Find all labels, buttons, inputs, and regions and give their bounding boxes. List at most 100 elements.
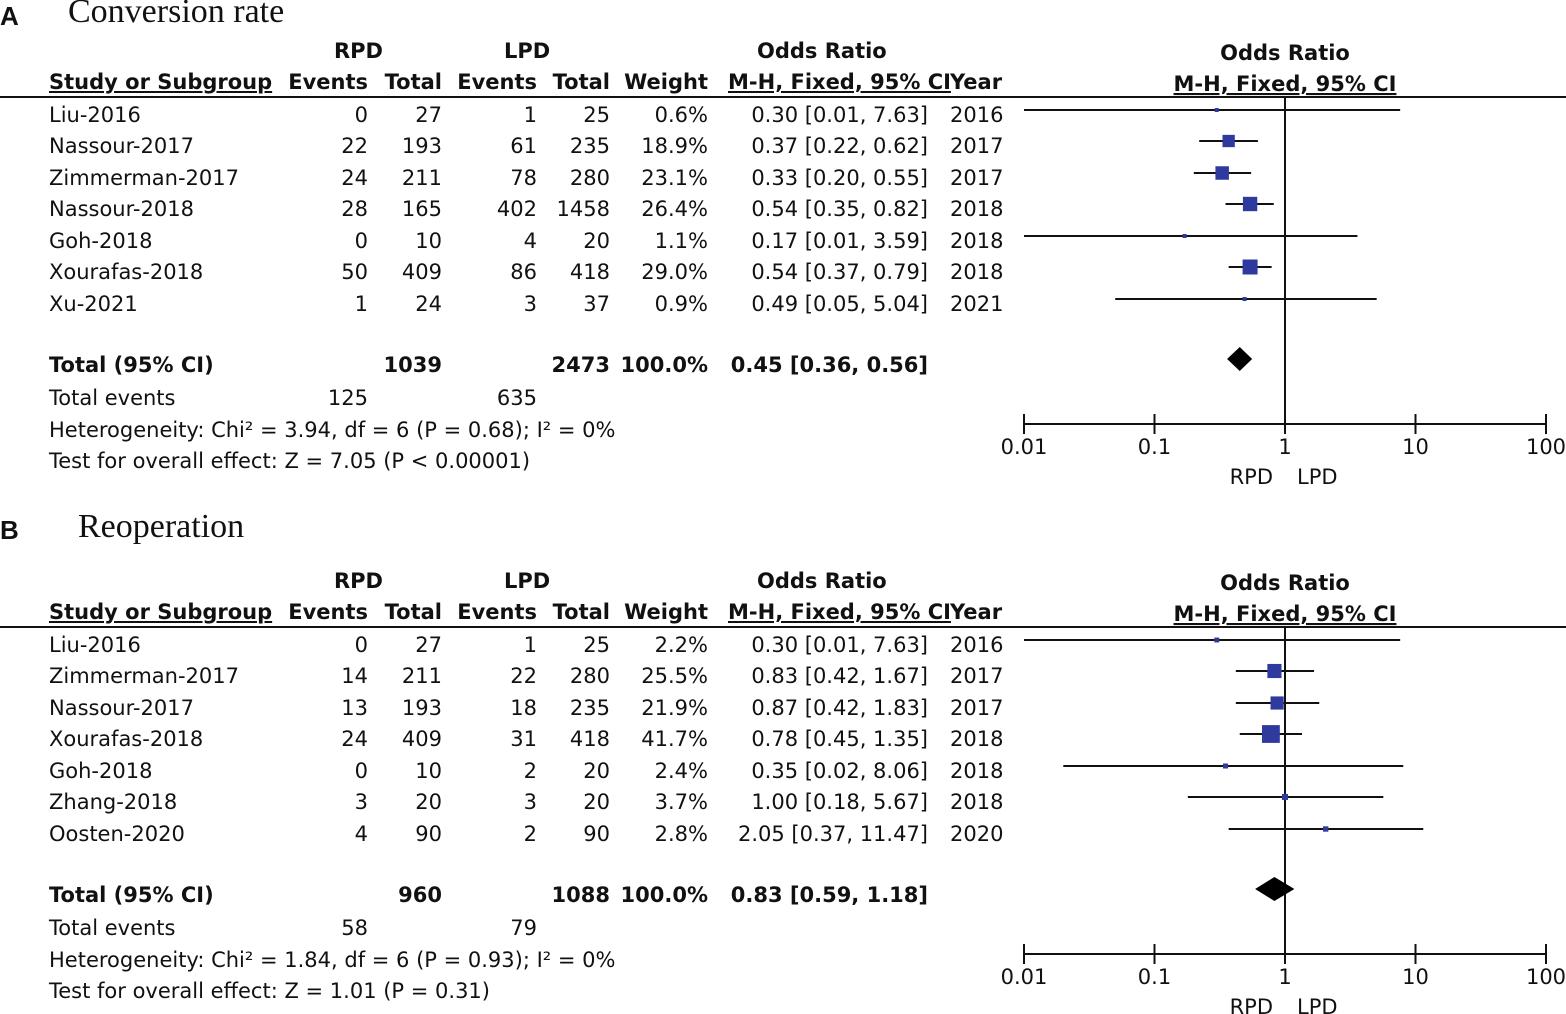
weight: 23.1%: [641, 166, 708, 190]
lpd-events: 31: [510, 727, 537, 751]
rpd-total: 211: [401, 664, 442, 688]
plot-title: Odds Ratio: [1220, 571, 1350, 595]
odds-ratio-ci: 0.17 [0.01, 3.59]: [751, 229, 928, 253]
year: 2017: [950, 166, 1004, 190]
lpd-total: 235: [569, 134, 610, 158]
panel-reoperation: B Reoperation RPD LPD Odds Ratio Study o…: [0, 510, 1566, 1014]
point-estimate-marker: [1222, 134, 1235, 148]
x-tick-label: 0.1: [1138, 965, 1171, 989]
panel-title: Conversion rate: [68, 0, 285, 30]
group-header-lpd: LPD: [504, 569, 551, 593]
rpd-total: 10: [415, 759, 442, 783]
x-tick-label: 0.01: [1001, 965, 1048, 989]
pooled-odds-ratio: 0.45 [0.36, 0.56]: [730, 353, 928, 377]
col-header-lpd-events: Events: [457, 600, 537, 624]
study-name: Zimmerman-2017: [49, 664, 239, 688]
lpd-events: 1: [523, 633, 537, 657]
year: 2018: [950, 790, 1004, 814]
rpd-total: 165: [401, 197, 442, 221]
forest-plot: Odds Ratio M-H, Fixed, 95% CI 0.01 0.1 1 10 10…: [1001, 571, 1566, 1014]
lpd-events: 78: [510, 166, 537, 190]
col-header-weight: Weight: [624, 600, 708, 624]
pooled-diamond: [1255, 877, 1295, 901]
group-header-rpd: RPD: [334, 569, 383, 593]
year: 2018: [950, 759, 1004, 783]
total-weight: 100.0%: [620, 883, 708, 907]
header-rule: [0, 96, 1566, 98]
lpd-total: 25: [583, 633, 610, 657]
year: 2017: [950, 696, 1004, 720]
study-name: Xourafas-2018: [49, 727, 204, 751]
odds-ratio-ci: 0.78 [0.45, 1.35]: [751, 727, 928, 751]
rpd-events: 0: [354, 633, 368, 657]
weight: 18.9%: [641, 134, 708, 158]
point-estimate-marker: [1270, 696, 1284, 710]
rpd-total: 27: [415, 103, 442, 127]
col-header-rpd-events: Events: [288, 70, 368, 94]
rpd-total: 1039: [383, 353, 442, 377]
overall-effect-text: Test for overall effect: Z = 7.05 (P < 0…: [49, 449, 531, 473]
lpd-total: 418: [569, 727, 610, 751]
point-estimate-marker: [1242, 297, 1247, 301]
lpd-events: 61: [510, 134, 537, 158]
rpd-events: 1: [354, 292, 368, 316]
point-estimate-marker: [1262, 725, 1280, 743]
odds-ratio-header: Odds Ratio: [757, 569, 887, 593]
study-name: Xourafas-2018: [49, 260, 204, 284]
rpd-total: 90: [415, 822, 442, 846]
col-header-rpd-total: Total: [384, 70, 442, 94]
odds-ratio-ci: 0.37 [0.22, 0.62]: [751, 134, 928, 158]
panel-conversion-rate: A Conversion rate RPD LPD Odds Ratio Stu…: [0, 0, 1566, 489]
weight: 1.1%: [654, 229, 708, 253]
odds-ratio-ci: 0.33 [0.20, 0.55]: [751, 166, 928, 190]
weight: 2.2%: [654, 633, 708, 657]
lpd-total: 90: [583, 822, 610, 846]
point-estimate-marker: [1182, 234, 1187, 238]
study-name: Zimmerman-2017: [49, 166, 239, 190]
pooled-diamond: [1227, 347, 1253, 371]
favours-left-label: RPD: [1230, 995, 1273, 1014]
lpd-events: 22: [510, 664, 537, 688]
lpd-events: 3: [523, 292, 537, 316]
col-header-lpd-events: Events: [457, 70, 537, 94]
odds-ratio-ci: 0.35 [0.02, 8.06]: [751, 759, 928, 783]
point-estimate-marker: [1267, 663, 1282, 679]
year: 2018: [950, 260, 1004, 284]
total-weight: 100.0%: [620, 353, 708, 377]
rpd-events: 0: [354, 759, 368, 783]
header-rule: [0, 626, 1566, 628]
study-name: Goh-2018: [49, 759, 153, 783]
odds-ratio-ci: 2.05 [0.37, 11.47]: [737, 822, 928, 846]
odds-ratio-ci: 0.54 [0.35, 0.82]: [751, 197, 928, 221]
study-name: Liu-2016: [49, 633, 141, 657]
point-estimate-marker: [1214, 108, 1219, 112]
forest-plot: Odds Ratio M-H, Fixed, 95% CI 0.01 0.1 1 10 10…: [1001, 41, 1566, 489]
panel-letter: A: [0, 1, 19, 31]
lpd-events: 3: [523, 790, 537, 814]
x-tick-label: 10: [1402, 435, 1429, 459]
rpd-total-events: 125: [327, 386, 368, 410]
rpd-events: 22: [341, 134, 368, 158]
plot-subtitle: M-H, Fixed, 95% CI: [1174, 72, 1397, 96]
point-estimate-marker: [1323, 826, 1329, 832]
total-label: Total (95% CI): [49, 353, 214, 377]
lpd-total: 280: [569, 664, 610, 688]
rpd-events: 24: [341, 166, 368, 190]
col-header-method: M-H, Fixed, 95% CI: [728, 70, 951, 94]
lpd-total: 2473: [551, 353, 610, 377]
lpd-events: 4: [523, 229, 537, 253]
study-name: Xu-2021: [49, 292, 138, 316]
weight: 0.6%: [654, 103, 708, 127]
rpd-total: 193: [401, 134, 442, 158]
lpd-events: 2: [523, 822, 537, 846]
rpd-events: 14: [341, 664, 368, 688]
col-header-lpd-total: Total: [552, 70, 610, 94]
rpd-total: 960: [398, 883, 442, 907]
rpd-total: 20: [415, 790, 442, 814]
col-header-year: Year: [950, 600, 1003, 624]
rpd-total-events: 58: [341, 916, 368, 940]
rpd-total: 193: [401, 696, 442, 720]
rpd-events: 0: [354, 103, 368, 127]
x-tick-label: 1: [1278, 965, 1291, 989]
year: 2018: [950, 197, 1004, 221]
